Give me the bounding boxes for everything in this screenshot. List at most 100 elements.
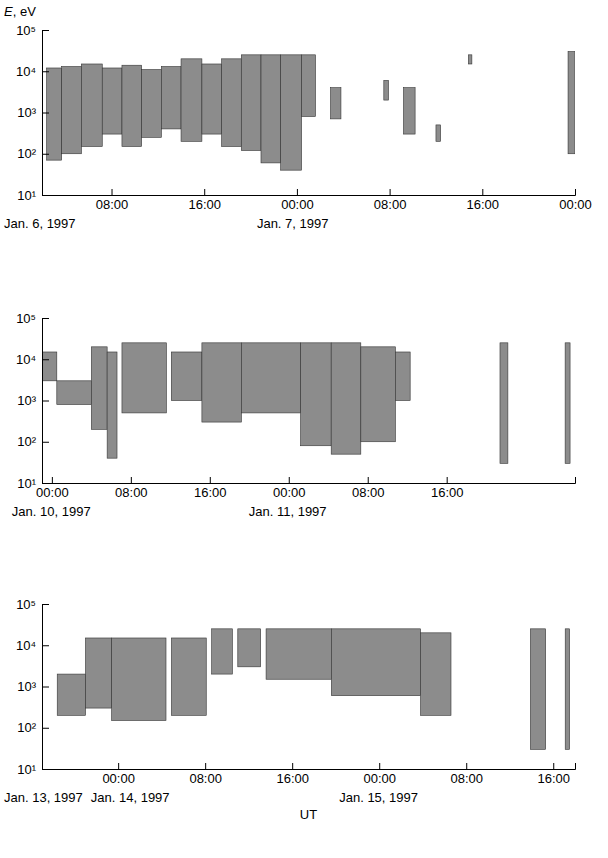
tick: 10³ (17, 393, 49, 408)
tick-mark (42, 318, 49, 319)
tick-label: 00:00 (102, 771, 135, 786)
tick: 08:00 (352, 477, 385, 500)
tick-label: 10¹ (17, 188, 36, 203)
tick: 10² (17, 720, 49, 735)
tick-label: 10⁵ (16, 23, 36, 38)
energy-band (404, 88, 416, 134)
energy-band (565, 629, 569, 749)
energy-band (436, 125, 441, 141)
tick: 10⁴ (16, 638, 49, 653)
energy-band (500, 343, 508, 463)
tick-label: 16:00 (537, 771, 570, 786)
tick: 08:00 (374, 189, 407, 212)
tick-mark (204, 189, 205, 195)
plot-area (42, 343, 570, 463)
tick: 10⁵ (16, 23, 49, 38)
energy-band (568, 52, 575, 154)
tick-label: 10⁴ (16, 352, 36, 367)
y-axis: 10¹ 10² 10³ 10⁴ 10⁵ (16, 311, 49, 491)
tick-label: 10⁴ (16, 638, 36, 653)
tick-mark (379, 763, 380, 769)
tick: 00:00 (102, 763, 135, 786)
tick-mark (42, 359, 49, 360)
panel: 10¹10²10³10⁴10⁵08:0016:0000:0008:0016:00… (4, 4, 592, 231)
tick-mark (52, 477, 53, 483)
energy-band (202, 64, 222, 134)
tick-mark (42, 728, 49, 729)
tick-mark (482, 189, 483, 195)
date-label: Jan. 14, 1997 (91, 790, 170, 805)
axis-line (43, 763, 576, 770)
energy-band (468, 55, 471, 64)
energy-band (47, 68, 62, 160)
tick-mark (42, 645, 49, 646)
energy-band (57, 381, 92, 405)
tick-mark (390, 189, 391, 195)
tick: 10² (17, 146, 49, 161)
y-axis: 10¹10²10³10⁴10⁵ (16, 597, 49, 777)
energy-band (122, 343, 166, 413)
x-axis: 08:0016:0000:0008:0016:0000:00 (43, 189, 592, 212)
energy-band (395, 352, 410, 401)
tick: 16:00 (537, 763, 570, 786)
y-axis-title: E, eV (4, 4, 36, 19)
tick-label: 00:00 (363, 771, 396, 786)
energy-band (57, 674, 85, 715)
axis-line (43, 477, 576, 484)
tick: 00:00 (559, 189, 592, 212)
tick-mark (553, 763, 554, 769)
energy-band (171, 352, 202, 401)
tick: 08:00 (189, 763, 222, 786)
tick-label: 10⁵ (16, 311, 36, 326)
tick-mark (42, 401, 49, 402)
tick: 08:00 (115, 477, 148, 500)
energy-band (384, 80, 389, 100)
tick-mark (42, 442, 49, 443)
tick-label: 16:00 (194, 485, 227, 500)
tick-mark (42, 113, 49, 114)
panel: 10¹10²10³10⁴10⁵00:0008:0016:0000:0008:00… (4, 597, 576, 822)
energy-band (238, 629, 261, 667)
tick: 10² (17, 434, 49, 449)
energy-band (331, 343, 361, 454)
energy-band (530, 629, 545, 749)
energy-band (261, 55, 281, 163)
tick-label: 08:00 (450, 771, 483, 786)
figure: 10¹ 10² 10³ 10⁴ 10⁵ 08:00 16:00 00:00 08:00 16:00… (0, 0, 608, 858)
energy-band (112, 638, 166, 721)
tick-label: 10¹ (17, 476, 36, 491)
tick-mark (112, 189, 113, 195)
tick: 16:00 (431, 477, 464, 500)
x-axis: 00:00 08:00 16:00 00:00 08:00 16:00 (36, 477, 575, 500)
tick-mark (292, 763, 293, 769)
tick-label: 10¹ (17, 762, 36, 777)
energy-band (331, 88, 341, 119)
tick-mark (289, 477, 290, 483)
energy-band (281, 55, 302, 170)
tick-label: 00:00 (273, 485, 306, 500)
tick-label: 10⁴ (16, 64, 36, 79)
tick-mark (297, 189, 298, 195)
tick-mark (131, 477, 132, 483)
tick: 10³ (17, 679, 49, 694)
tick: 16:00 (276, 763, 309, 786)
tick-label: 08:00 (374, 197, 407, 212)
tick: 10³ (17, 105, 49, 120)
energy-band (301, 343, 332, 446)
tick: 00:00 (36, 477, 69, 500)
tick-label: 00:00 (559, 197, 592, 212)
tick-label: 00:00 (36, 485, 69, 500)
tick-label: 10² (17, 434, 36, 449)
tick: 16:00 (188, 189, 221, 212)
energy-band (62, 67, 82, 154)
tick-mark (210, 477, 211, 483)
date-label: Jan. 11, 1997 (249, 504, 327, 519)
energy-band (107, 352, 117, 458)
tick-mark (368, 477, 369, 483)
tick-mark (42, 687, 49, 688)
tick-mark (205, 763, 206, 769)
tick: 16:00 (194, 477, 227, 500)
energy-band (102, 68, 122, 134)
tick-label: 10² (17, 720, 36, 735)
tick-label: 10³ (17, 105, 36, 120)
